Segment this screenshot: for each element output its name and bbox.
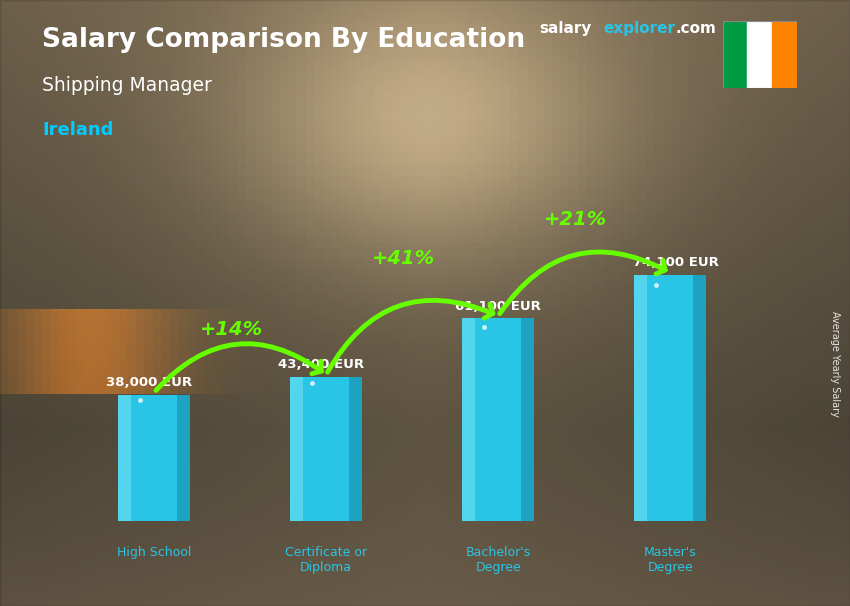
Text: Certificate or
Diploma: Certificate or Diploma — [285, 546, 367, 574]
Text: Salary Comparison By Education: Salary Comparison By Education — [42, 27, 525, 53]
Bar — [521, 319, 535, 521]
Bar — [773, 21, 797, 88]
Bar — [634, 275, 706, 521]
Bar — [349, 377, 362, 521]
Text: Shipping Manager: Shipping Manager — [42, 76, 212, 95]
Text: explorer: explorer — [604, 21, 676, 36]
Text: Master's
Degree: Master's Degree — [644, 546, 697, 574]
Bar — [747, 21, 773, 88]
Text: +21%: +21% — [544, 210, 607, 229]
Text: +14%: +14% — [200, 319, 264, 339]
Bar — [722, 21, 747, 88]
Text: 74,100 EUR: 74,100 EUR — [632, 256, 718, 270]
Text: Bachelor's
Degree: Bachelor's Degree — [466, 546, 531, 574]
Bar — [634, 275, 647, 521]
Bar — [118, 395, 190, 521]
Bar — [178, 395, 190, 521]
Text: 38,000 EUR: 38,000 EUR — [106, 376, 192, 389]
Text: Ireland: Ireland — [42, 121, 114, 139]
Text: +41%: +41% — [372, 248, 435, 268]
Text: Average Yearly Salary: Average Yearly Salary — [830, 311, 840, 416]
Text: High School: High School — [117, 546, 191, 559]
Bar — [290, 377, 303, 521]
Bar — [290, 377, 362, 521]
Bar — [694, 275, 706, 521]
Text: 61,100 EUR: 61,100 EUR — [456, 299, 541, 313]
Text: .com: .com — [676, 21, 717, 36]
Text: 43,400 EUR: 43,400 EUR — [278, 358, 364, 371]
Bar — [462, 319, 475, 521]
Bar — [462, 319, 535, 521]
Bar — [118, 395, 131, 521]
Text: salary: salary — [540, 21, 592, 36]
